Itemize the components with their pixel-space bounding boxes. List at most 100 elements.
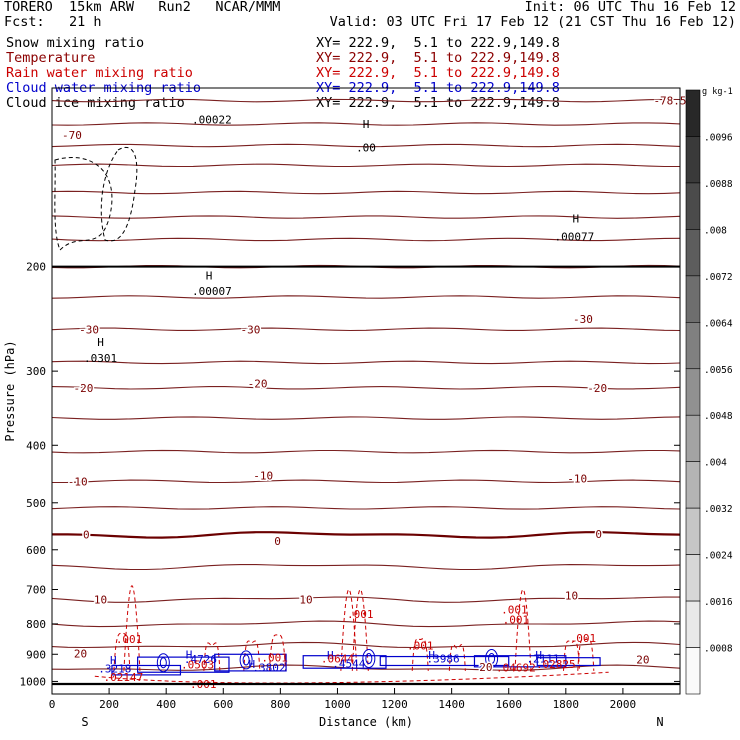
extremum-label: H [572, 213, 579, 226]
colorbar-label: .004 [704, 458, 727, 469]
isotherm-label: 0 [274, 535, 281, 548]
isotherm-line [51, 416, 681, 420]
extremum-label: H [249, 658, 256, 671]
colorbar-cell [685, 507, 701, 555]
extremum-label: .3986 [427, 653, 460, 666]
rain-contour [351, 589, 369, 671]
extremum-label: .00022 [192, 113, 232, 126]
x-tick-label: 1200 [381, 698, 408, 711]
colorbar-label: .0024 [704, 551, 733, 562]
isotherm-line [51, 327, 681, 332]
y-tick-label: 800 [26, 618, 46, 631]
x-tick-label: 2000 [610, 698, 637, 711]
extremum-label: H [535, 649, 542, 662]
extremum-label: H [110, 654, 117, 667]
y-tick-label: 1000 [20, 675, 47, 688]
cloud-core-contour [159, 657, 167, 669]
rain-contour [94, 671, 609, 684]
colorbar-label: .0088 [704, 179, 733, 190]
colorbar-label: .0008 [704, 644, 733, 655]
colorbar-cell [685, 554, 701, 602]
extremum-label: H [186, 649, 193, 662]
rain-label: .001 [501, 604, 528, 617]
plot-frame [51, 87, 681, 695]
y-tick-label: 500 [26, 497, 46, 510]
isotherm-label: 20 [74, 647, 87, 660]
colorbar-label: .0032 [704, 504, 733, 515]
rain-contour [203, 642, 221, 671]
isotherm-label: -10 [253, 470, 273, 483]
extremum-label: .0644 [321, 653, 354, 666]
x-axis-title: Distance (km) [319, 715, 413, 729]
isotherm-label: 10 [299, 593, 312, 606]
colorbar-label: .0056 [704, 365, 733, 376]
rain-contour [411, 638, 429, 671]
extremum-label: .00007 [192, 285, 232, 298]
extremum-label: .02825 [536, 658, 576, 671]
cloud-core-contour [239, 650, 253, 670]
isotherm-label: 10 [565, 590, 578, 603]
isotherm-label: -78.5 [653, 95, 686, 108]
isotherm-label: -20 [248, 378, 268, 391]
colorbar-cell [685, 368, 701, 416]
colorbar-cell [685, 89, 701, 137]
isotherm-line [51, 479, 681, 484]
isotherm-label: -70 [62, 129, 82, 142]
isotherm-line [51, 564, 681, 571]
x-tick-label: 0 [49, 698, 56, 711]
field-xy-temperature: XY= 222.9, 5.1 to 222.9,149.8 [316, 50, 560, 66]
cloud-core-contour [362, 649, 376, 669]
isotherm-line [51, 449, 681, 454]
x-tick-label: 1000 [324, 698, 351, 711]
cloud-core-contour [242, 654, 250, 666]
rain-label: .001 [503, 614, 530, 627]
colorbar-unit: g kg-1 [702, 87, 733, 97]
cloud-ice-contours [54, 147, 138, 251]
isotherm-label: 10 [94, 593, 107, 606]
x-tick-label: 1400 [438, 698, 465, 711]
y-tick-label: 900 [26, 648, 46, 661]
valid-time-label: Valid: 03 UTC Fri 17 Feb 12 (21 CST Thu … [329, 14, 736, 30]
cloud-core-contour [485, 649, 499, 669]
snow-contour [54, 156, 113, 251]
field-name-snow: Snow mixing ratio [6, 35, 145, 51]
extremum-label: .04692 [496, 662, 536, 675]
extremum-label: H [97, 336, 104, 349]
y-tick-label: 400 [26, 439, 46, 452]
isotherm-line [51, 143, 681, 148]
x-tick-label: 400 [156, 698, 176, 711]
y-tick-label: 300 [26, 365, 46, 378]
rain-contour [269, 634, 287, 671]
y-tick-label: 200 [26, 261, 46, 274]
isotherm-line [51, 506, 681, 510]
rain-label: .001 [116, 633, 143, 646]
contour-labels: -78.5 -70 -30 -30 -30 -20 -20 -20 -10 -10 -10 0 0 0 10… [61, 93, 689, 691]
colorbar-label: .0064 [704, 318, 733, 329]
cloud-contour [111, 664, 182, 676]
y-tick-label: 700 [26, 584, 46, 597]
colorbar-cell [685, 600, 701, 648]
cloud-contour [473, 655, 567, 668]
rain-label: .001 [570, 632, 597, 645]
colorbar-label: .008 [704, 225, 727, 236]
snow-contour [100, 147, 138, 242]
y-tick-label: 600 [26, 544, 46, 557]
rain-contour [243, 640, 261, 671]
colorbar: .0096 .0088 .008 .0072 .0064 .0056 .0048 .004 .0… [685, 87, 733, 695]
colorbar-cell [685, 647, 701, 695]
isotherm-label: 20 [636, 653, 649, 666]
colorbar-label: .0048 [704, 411, 733, 422]
isotherm-line [51, 190, 681, 195]
isotherm-line [51, 122, 681, 126]
cloud-contour [379, 655, 510, 667]
isotherm-label: -10 [68, 475, 88, 488]
extremum-label: .3802 [252, 662, 285, 675]
colorbar-label: .0072 [704, 272, 733, 283]
isotherm-label: -30 [240, 323, 260, 336]
extremum-label: .00 [356, 142, 376, 155]
isotherm-line [52, 531, 681, 539]
colorbar-label: .0096 [704, 132, 733, 143]
extremum-label: .4726 [184, 653, 217, 666]
